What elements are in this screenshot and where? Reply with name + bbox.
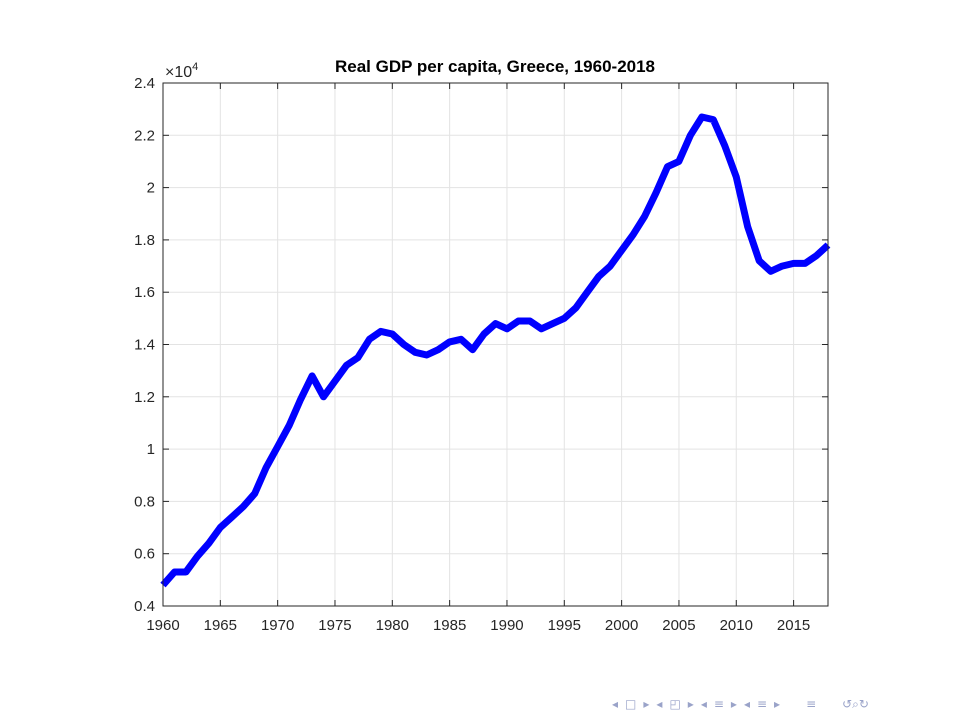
x-tick-label: 1960	[146, 617, 179, 634]
y-tick-label: 1.2	[134, 389, 155, 406]
y-axis-multiplier-base: ×10	[165, 64, 192, 81]
x-axis-tick-labels: 1960 1965 1970 1975 1980 1985 1990 1995 2000 2005…	[146, 617, 810, 634]
search-navigation-icon[interactable]: ↺⌕↻	[842, 697, 869, 711]
x-tick-label: 1985	[433, 617, 466, 634]
chart-title: Real GDP per capita, Greece, 1960-2018	[335, 57, 655, 76]
y-axis-multiplier: ×104	[165, 61, 198, 81]
series-layer	[160, 113, 831, 588]
subsection-icon[interactable]: ◰	[669, 697, 681, 711]
y-tick-label: 1	[147, 441, 155, 458]
y-tick-label: 0.6	[134, 546, 155, 563]
y-tick-label: 0.8	[134, 493, 155, 510]
y-tick-label: 2.4	[134, 75, 155, 92]
y-axis-multiplier-exponent: 4	[192, 61, 198, 73]
prev-subsection-icon[interactable]: ◂	[656, 697, 663, 711]
section-icon[interactable]: ≡	[713, 697, 724, 711]
frame-icon[interactable]: □	[625, 697, 637, 711]
slide-navigation-bar: ◂ □ ▸ ◂ ◰ ▸ ◂ ≡ ▸ ◂ ≡ ▸ ≡ ↺⌕↻	[612, 694, 952, 714]
y-tick-label: 1.8	[134, 232, 155, 249]
prev-section-icon[interactable]: ◂	[700, 697, 707, 711]
x-tick-label: 1990	[490, 617, 523, 634]
y-tick-label: 0.4	[134, 598, 155, 615]
x-tick-label: 2000	[605, 617, 638, 634]
prev-part-icon[interactable]: ◂	[743, 697, 750, 711]
prev-frame-icon[interactable]: ◂	[612, 697, 619, 711]
x-tick-label: 1980	[376, 617, 409, 634]
next-section-icon[interactable]: ▸	[730, 697, 737, 711]
y-tick-label: 1.4	[134, 337, 155, 354]
next-part-icon[interactable]: ▸	[774, 697, 781, 711]
x-tick-label: 2010	[720, 617, 753, 634]
x-tick-label: 2015	[777, 617, 810, 634]
x-tick-label: 1995	[548, 617, 581, 634]
next-frame-icon[interactable]: ▸	[643, 697, 650, 711]
x-tick-label: 2005	[662, 617, 695, 634]
y-tick-label: 2.2	[134, 127, 155, 144]
x-tick-label: 1965	[204, 617, 237, 634]
part-icon[interactable]: ≡	[756, 697, 768, 711]
grid-lines	[162, 82, 828, 607]
y-axis-tick-labels: 0.4 0.6 0.8 1 1.2 1.4 1.6 1.8 2 2.2 2.4	[134, 75, 155, 615]
x-tick-label: 1975	[318, 617, 351, 634]
y-tick-label: 2	[147, 180, 155, 197]
tick-marks	[162, 82, 828, 607]
document-icon[interactable]: ≡	[806, 697, 817, 711]
y-tick-label: 1.6	[134, 284, 155, 301]
next-subsection-icon[interactable]: ▸	[687, 697, 694, 711]
series-line-gdp-per-capita	[160, 113, 831, 588]
x-tick-label: 1970	[261, 617, 294, 634]
